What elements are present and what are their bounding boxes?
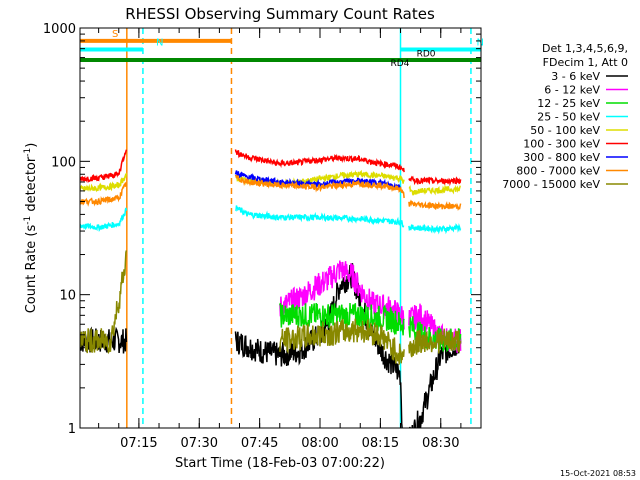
annotations: RD0 RD4 [390,50,435,69]
legend-entry-label: 7000 - 15000 keV [502,178,600,191]
series-line [80,250,462,365]
series-line [80,174,462,211]
y-axis-label-part: ) [24,143,39,148]
series-line [80,263,462,428]
generation-timestamp: 15-Oct-2021 08:53 [560,469,636,478]
y-axis-label: Count Rate (s-1 detector-1) [23,143,39,314]
annotation-label: RD0 [417,50,436,60]
legend-entry-label: 25 - 50 keV [537,111,600,124]
series-layer [80,149,462,428]
flag-label: S [112,29,118,40]
legend-entry-label: 6 - 12 keV [544,84,600,97]
x-tick-label: 08:30 [422,436,459,451]
x-tick-label: 08:15 [362,436,399,451]
x-tick-label: 07:45 [241,436,278,451]
y-axis-label-sup: -1 [23,148,33,157]
plot-frame [79,27,482,429]
legend-entry-label: 800 - 7000 keV [516,165,600,178]
flag-label: N [156,37,163,48]
y-tick-label: 1 [68,422,76,437]
y-tick-label: 10 [59,289,76,304]
flag-label: N [477,37,484,48]
legend-entry-label: 12 - 25 keV [537,97,600,110]
y-tick-label: 1000 [43,22,76,37]
y-axis-label-part: detector [24,156,39,216]
y-axis-label-part: Count Rate (s [24,225,39,314]
series-line [80,149,462,187]
legend-entry-label: 50 - 100 keV [530,124,600,137]
legend-header: Det 1,3,4,5,6,9, [542,42,628,55]
series-line [80,205,462,235]
legend-header: FDecim 1, Att 0 [543,56,628,69]
x-axis-label: Start Time (18-Feb-03 07:00:22) [175,456,385,471]
y-axis: 1 10 100 1000 [43,22,481,437]
legend-entry-label: 300 - 800 keV [523,151,600,164]
x-tick-label: 07:30 [181,436,218,451]
y-tick-label: 100 [51,155,76,170]
legend: Det 1,3,4,5,6,9,FDecim 1, Att 03 - 6 keV… [502,42,628,191]
x-tick-label: 07:15 [120,436,157,451]
flag-bars: SN N [80,29,484,63]
legend-entry-label: 3 - 6 keV [551,70,600,83]
series-line [234,170,401,190]
x-axis: 07:15 07:30 07:45 08:00 08:15 08:30 [98,28,482,451]
y-axis-label-sup: -1 [23,216,33,225]
chart-title: RHESSI Observing Summary Count Rates [125,5,435,23]
legend-entry-label: 100 - 300 keV [523,138,600,151]
x-tick-label: 08:00 [301,436,338,451]
annotation-label: RD4 [390,59,409,69]
